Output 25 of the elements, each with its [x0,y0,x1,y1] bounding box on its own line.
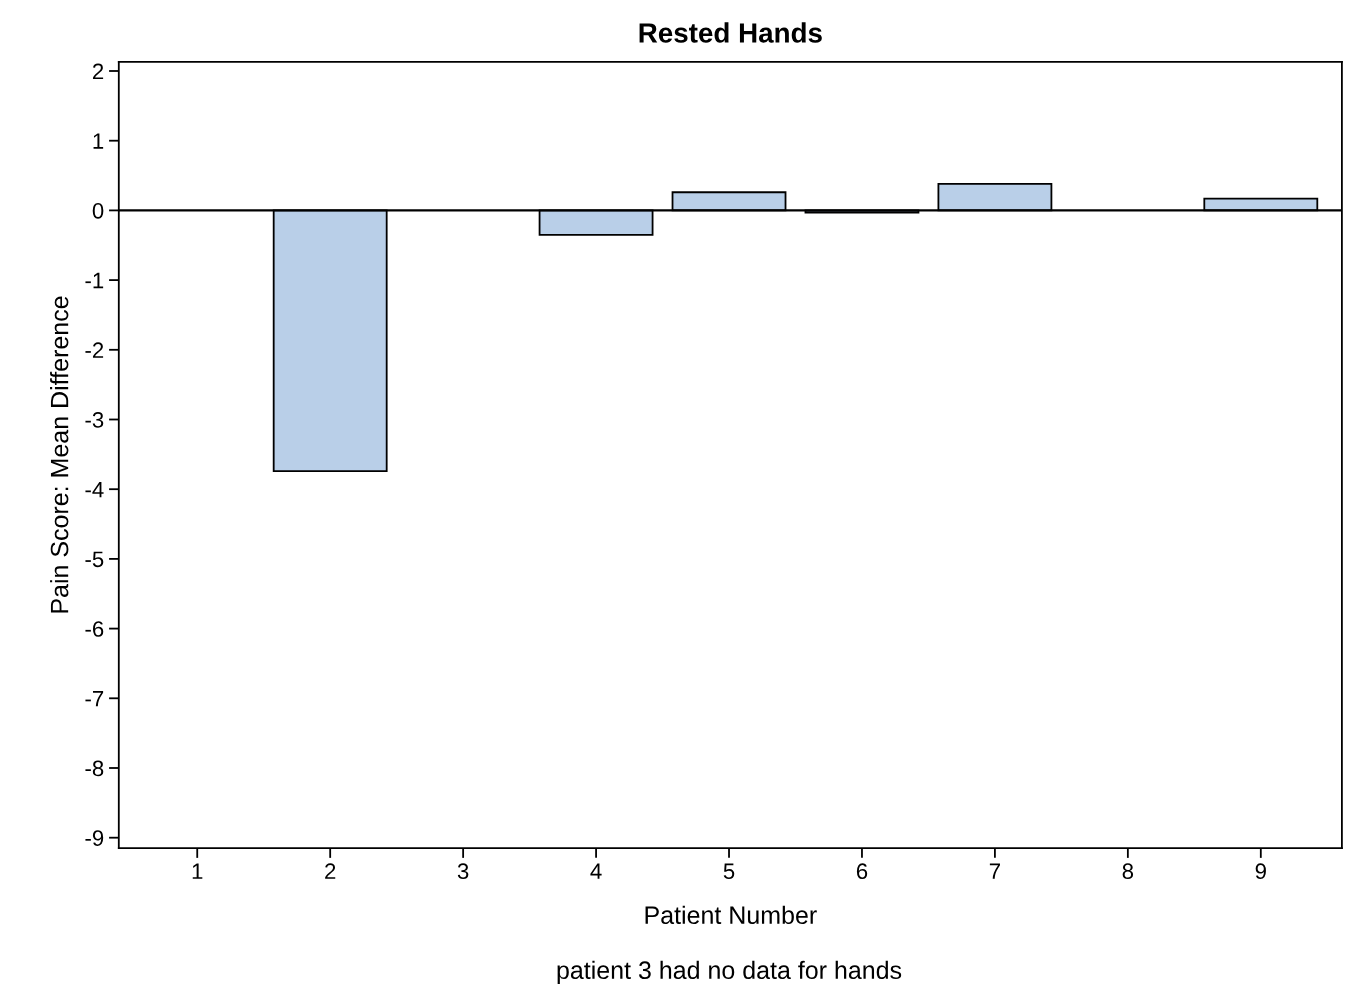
x-tick-label: 4 [590,863,602,879]
y-tick-label: -8 [85,760,104,777]
y-tick-label: 2 [92,63,104,80]
y-tick-label: -3 [85,412,104,428]
x-tick-label: 2 [325,863,336,879]
y-tick-label: -9 [85,830,104,846]
x-tick-label: 3 [457,863,469,880]
y-tick-label: -7 [85,691,104,707]
y-tick-label: -6 [85,621,104,637]
y-tick-label: 0 [92,202,104,219]
x-tick-label: 7 [989,863,1000,879]
y-tick-label: -5 [85,551,104,568]
x-tick-label: 5 [723,863,735,880]
x-tick-label: 1 [192,863,203,879]
x-tick-label: 8 [1122,863,1134,880]
y-tick-label: -2 [85,342,104,358]
x-tick-label: 9 [1255,863,1266,880]
x-tick-label: 6 [856,863,868,880]
text: patient 3 had no data for hands [557,960,902,985]
x-axis-title: Patient Number [645,905,817,925]
y-axis-title: Pain Score: Mean Difference [50,296,69,613]
chart-title: Rested Hands [639,22,822,43]
y-tick-label: -4 [85,481,104,498]
y-tick-label: -1 [85,272,104,289]
y-tick-label: 1 [93,133,104,149]
